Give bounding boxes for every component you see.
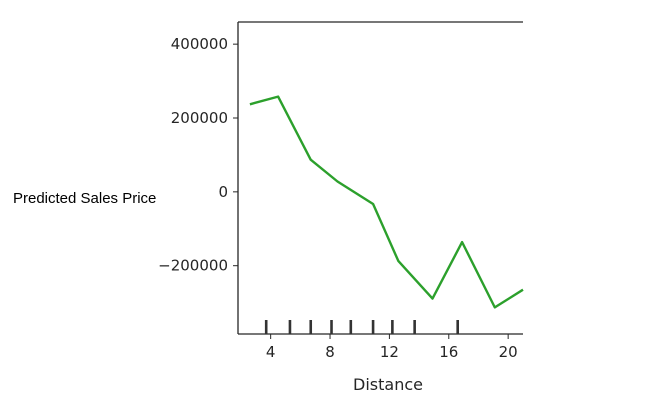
x-axis-title: Distance [353, 375, 423, 394]
y-tick-label: −200000 [158, 257, 228, 275]
plot-axes [237, 21, 523, 335]
predicted-sales-price-label: Predicted Sales Price [13, 190, 156, 207]
series-group [249, 95, 524, 309]
x-tick-label: 16 [439, 343, 458, 361]
y-tick-label: 200000 [171, 109, 228, 127]
series-line [249, 95, 524, 309]
x-tick-label: 4 [266, 343, 276, 361]
y-ticks: −200000 0 200000 400000 [158, 35, 238, 275]
y-tick-label: 400000 [171, 35, 228, 53]
rug-marks [264, 320, 459, 334]
x-tick-label: 8 [325, 343, 335, 361]
y-tick-label: 0 [218, 183, 228, 201]
x-tick-label: 12 [380, 343, 399, 361]
x-ticks: 4 8 12 16 20 [266, 334, 518, 361]
x-tick-label: 20 [499, 343, 518, 361]
